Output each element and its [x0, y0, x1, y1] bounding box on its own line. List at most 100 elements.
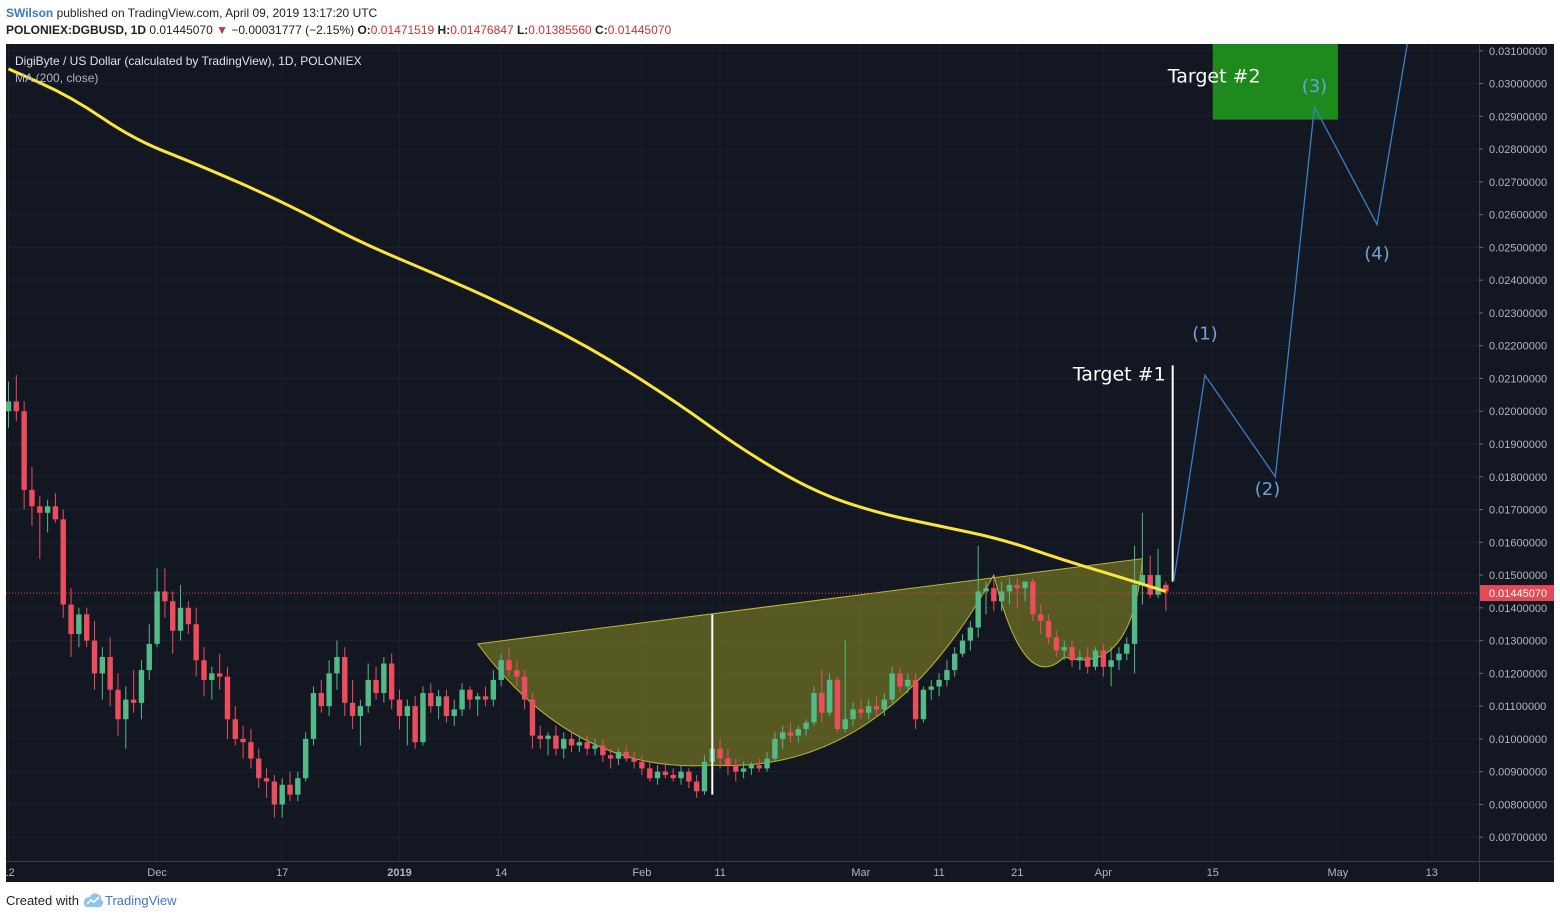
candle-body	[91, 640, 98, 674]
candle-body	[365, 679, 371, 707]
candle-body	[631, 758, 637, 762]
candle-body	[600, 745, 606, 756]
candle-body	[240, 738, 246, 743]
y-tick-label: 0.02000000	[1489, 406, 1547, 418]
x-tick-label: 11	[714, 867, 725, 879]
candle-body	[224, 676, 231, 720]
low-label: L:	[516, 23, 529, 37]
series-legend-title: DigiByte / US Dollar (calculated by Trad…	[15, 54, 362, 68]
candle-body	[490, 679, 497, 700]
candle-body	[717, 748, 723, 759]
y-tick-label: 0.01100000	[1489, 701, 1546, 713]
candle-body	[68, 604, 74, 635]
tradingview-brand[interactable]: TradingView	[105, 893, 177, 908]
candle-body	[701, 761, 708, 792]
chart-panel[interactable]: (1) (2) (3) (4) Target #1 Target #2 0.03100000…	[6, 44, 1554, 882]
y-tick-label: 0.01000000	[1489, 734, 1547, 746]
candle-body	[991, 588, 997, 602]
x-tick-label: Apr	[1095, 867, 1112, 879]
candle-body	[850, 709, 856, 720]
candle-body	[1022, 581, 1028, 589]
candle-body	[772, 738, 778, 759]
candle-body	[764, 758, 770, 769]
candle-body	[193, 624, 199, 661]
target2-zone	[1212, 44, 1338, 120]
wave-projection-line	[1173, 44, 1408, 582]
candle-body	[388, 663, 395, 700]
wave-label-3: (3)	[1302, 76, 1328, 97]
candle-body	[357, 706, 364, 716]
candle-body	[881, 699, 888, 710]
high-value: 0.01476847	[450, 23, 514, 37]
candle-body	[99, 656, 106, 674]
candle-body	[873, 706, 880, 710]
y-tick-label: 0.03000000	[1489, 79, 1547, 91]
candle-body	[256, 758, 262, 779]
x-tick-label: 21	[1011, 867, 1023, 879]
candle-body	[1139, 575, 1146, 585]
wave-label-2: (2)	[1255, 479, 1281, 500]
candle-body	[897, 673, 903, 687]
candle-body	[115, 689, 121, 720]
candle-body	[459, 689, 465, 710]
y-tick-label: 0.02900000	[1489, 111, 1547, 123]
candle-body	[37, 506, 43, 513]
candle-body	[733, 765, 739, 772]
candle-body	[795, 729, 802, 736]
y-tick-label: 0.01800000	[1489, 472, 1547, 484]
candle-body	[545, 735, 551, 739]
x-tick-label: Dec	[147, 867, 167, 879]
candle-body	[170, 601, 176, 631]
y-tick-label: 0.01300000	[1489, 636, 1547, 648]
candle-body	[779, 732, 786, 739]
open-value: 0.01471519	[370, 23, 435, 37]
down-arrow-icon: ▼	[216, 23, 228, 37]
candle-body	[998, 591, 1005, 602]
candle-body	[920, 689, 927, 720]
y-tick-label: 0.03100000	[1489, 46, 1547, 58]
candle-body	[44, 506, 51, 513]
y-tick-label: 0.02400000	[1489, 275, 1547, 287]
price-chart[interactable]: (1) (2) (3) (4) Target #1 Target #2 0.03100000…	[6, 44, 1554, 882]
candle-body	[123, 699, 129, 720]
candle-body	[287, 784, 293, 795]
candle-body	[412, 706, 418, 743]
y-tick-label: 0.01600000	[1489, 537, 1547, 549]
candle-body	[944, 670, 950, 680]
symbol-label: POLONIEX:DGBUSD, 1D	[6, 23, 147, 37]
x-tick-label: 11	[933, 867, 944, 879]
candle-body	[1092, 650, 1099, 667]
candles	[6, 375, 1169, 818]
candle-body	[654, 771, 661, 779]
candle-body	[1030, 581, 1036, 615]
candle-body	[858, 709, 864, 713]
candle-body	[584, 742, 590, 749]
ma-200-line	[7, 67, 1167, 593]
candle-body	[756, 765, 762, 769]
candle-body	[76, 614, 82, 635]
y-tick-label: 0.02700000	[1489, 177, 1547, 189]
y-tick-label: 0.00800000	[1489, 799, 1547, 811]
candle-body	[803, 722, 809, 730]
author-link[interactable]: SWilson	[6, 6, 54, 20]
candle-body	[342, 656, 348, 703]
candle-body	[52, 506, 59, 520]
y-tick-label: 0.02800000	[1489, 144, 1547, 156]
candle-body	[201, 660, 207, 680]
candle-body	[1163, 584, 1169, 592]
candle-body	[983, 588, 989, 592]
candle-body	[952, 653, 958, 671]
candle-body	[334, 656, 340, 674]
candle-body	[748, 765, 755, 769]
candle-body	[506, 660, 512, 671]
candle-body	[318, 693, 324, 707]
candle-body	[826, 679, 833, 713]
candle-body	[834, 679, 841, 730]
candle-body	[451, 709, 457, 716]
y-tick-label: 0.02300000	[1489, 308, 1547, 320]
candle-body	[905, 679, 911, 687]
candle-body	[29, 489, 35, 507]
candle-body	[295, 778, 301, 795]
candle-body	[1069, 647, 1075, 661]
candle-body	[381, 663, 387, 694]
